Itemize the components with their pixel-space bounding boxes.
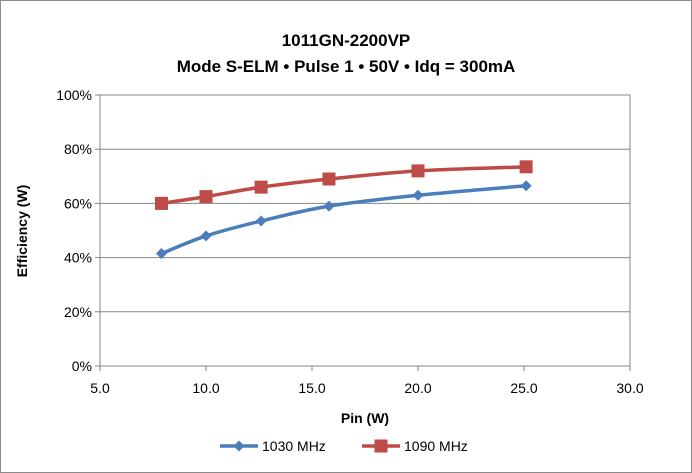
data-point (412, 189, 424, 201)
series-1 (154, 160, 533, 210)
legend: 1030 MHz 1090 MHz (220, 438, 468, 454)
legend-marker (233, 440, 245, 452)
legend-item: 1090 MHz (362, 438, 468, 454)
y-tick-label: 60% (64, 195, 92, 211)
y-tick-label: 100% (56, 87, 92, 103)
gridlines (100, 148, 630, 313)
data-point (411, 164, 425, 178)
y-axis-title: Efficiency (W) (14, 185, 30, 278)
data-point (519, 160, 533, 174)
chart-subtitle: Mode S-ELM • Pulse 1 • 50V • Idq = 300mA (177, 57, 516, 76)
legend-label: 1090 MHz (404, 438, 468, 454)
x-axis-ticks: 5.0 10.0 15.0 20.0 25.0 30.0 (90, 366, 644, 396)
x-tick-label: 25.0 (510, 380, 537, 396)
plot-area (99, 94, 631, 367)
legend-item: 1030 MHz (220, 438, 326, 454)
data-point (255, 215, 267, 227)
y-tick-label: 80% (64, 141, 92, 157)
x-tick-label: 10.0 (192, 380, 219, 396)
data-point (199, 190, 213, 204)
data-point (154, 196, 168, 210)
x-tick-label: 15.0 (298, 380, 325, 396)
x-tick-label: 30.0 (616, 380, 643, 396)
data-point (254, 180, 268, 194)
legend-marker (374, 439, 388, 453)
data-point (520, 180, 532, 192)
data-point (200, 230, 212, 242)
legend-label: 1030 MHz (262, 438, 326, 454)
data-point (322, 172, 336, 186)
chart-title: 1011GN-2200VP (282, 31, 411, 50)
y-axis-ticks: 0% 20% 40% 60% 80% 100% (56, 87, 100, 374)
y-tick-label: 40% (64, 250, 92, 266)
x-tick-label: 20.0 (404, 380, 431, 396)
data-point (323, 200, 335, 212)
x-axis-title: Pin (W) (341, 410, 389, 426)
data-series (154, 160, 533, 260)
y-tick-label: 0% (72, 358, 92, 374)
series-0 (155, 180, 532, 260)
x-tick-label: 5.0 (90, 380, 110, 396)
data-point (155, 248, 167, 260)
y-tick-label: 20% (64, 304, 92, 320)
